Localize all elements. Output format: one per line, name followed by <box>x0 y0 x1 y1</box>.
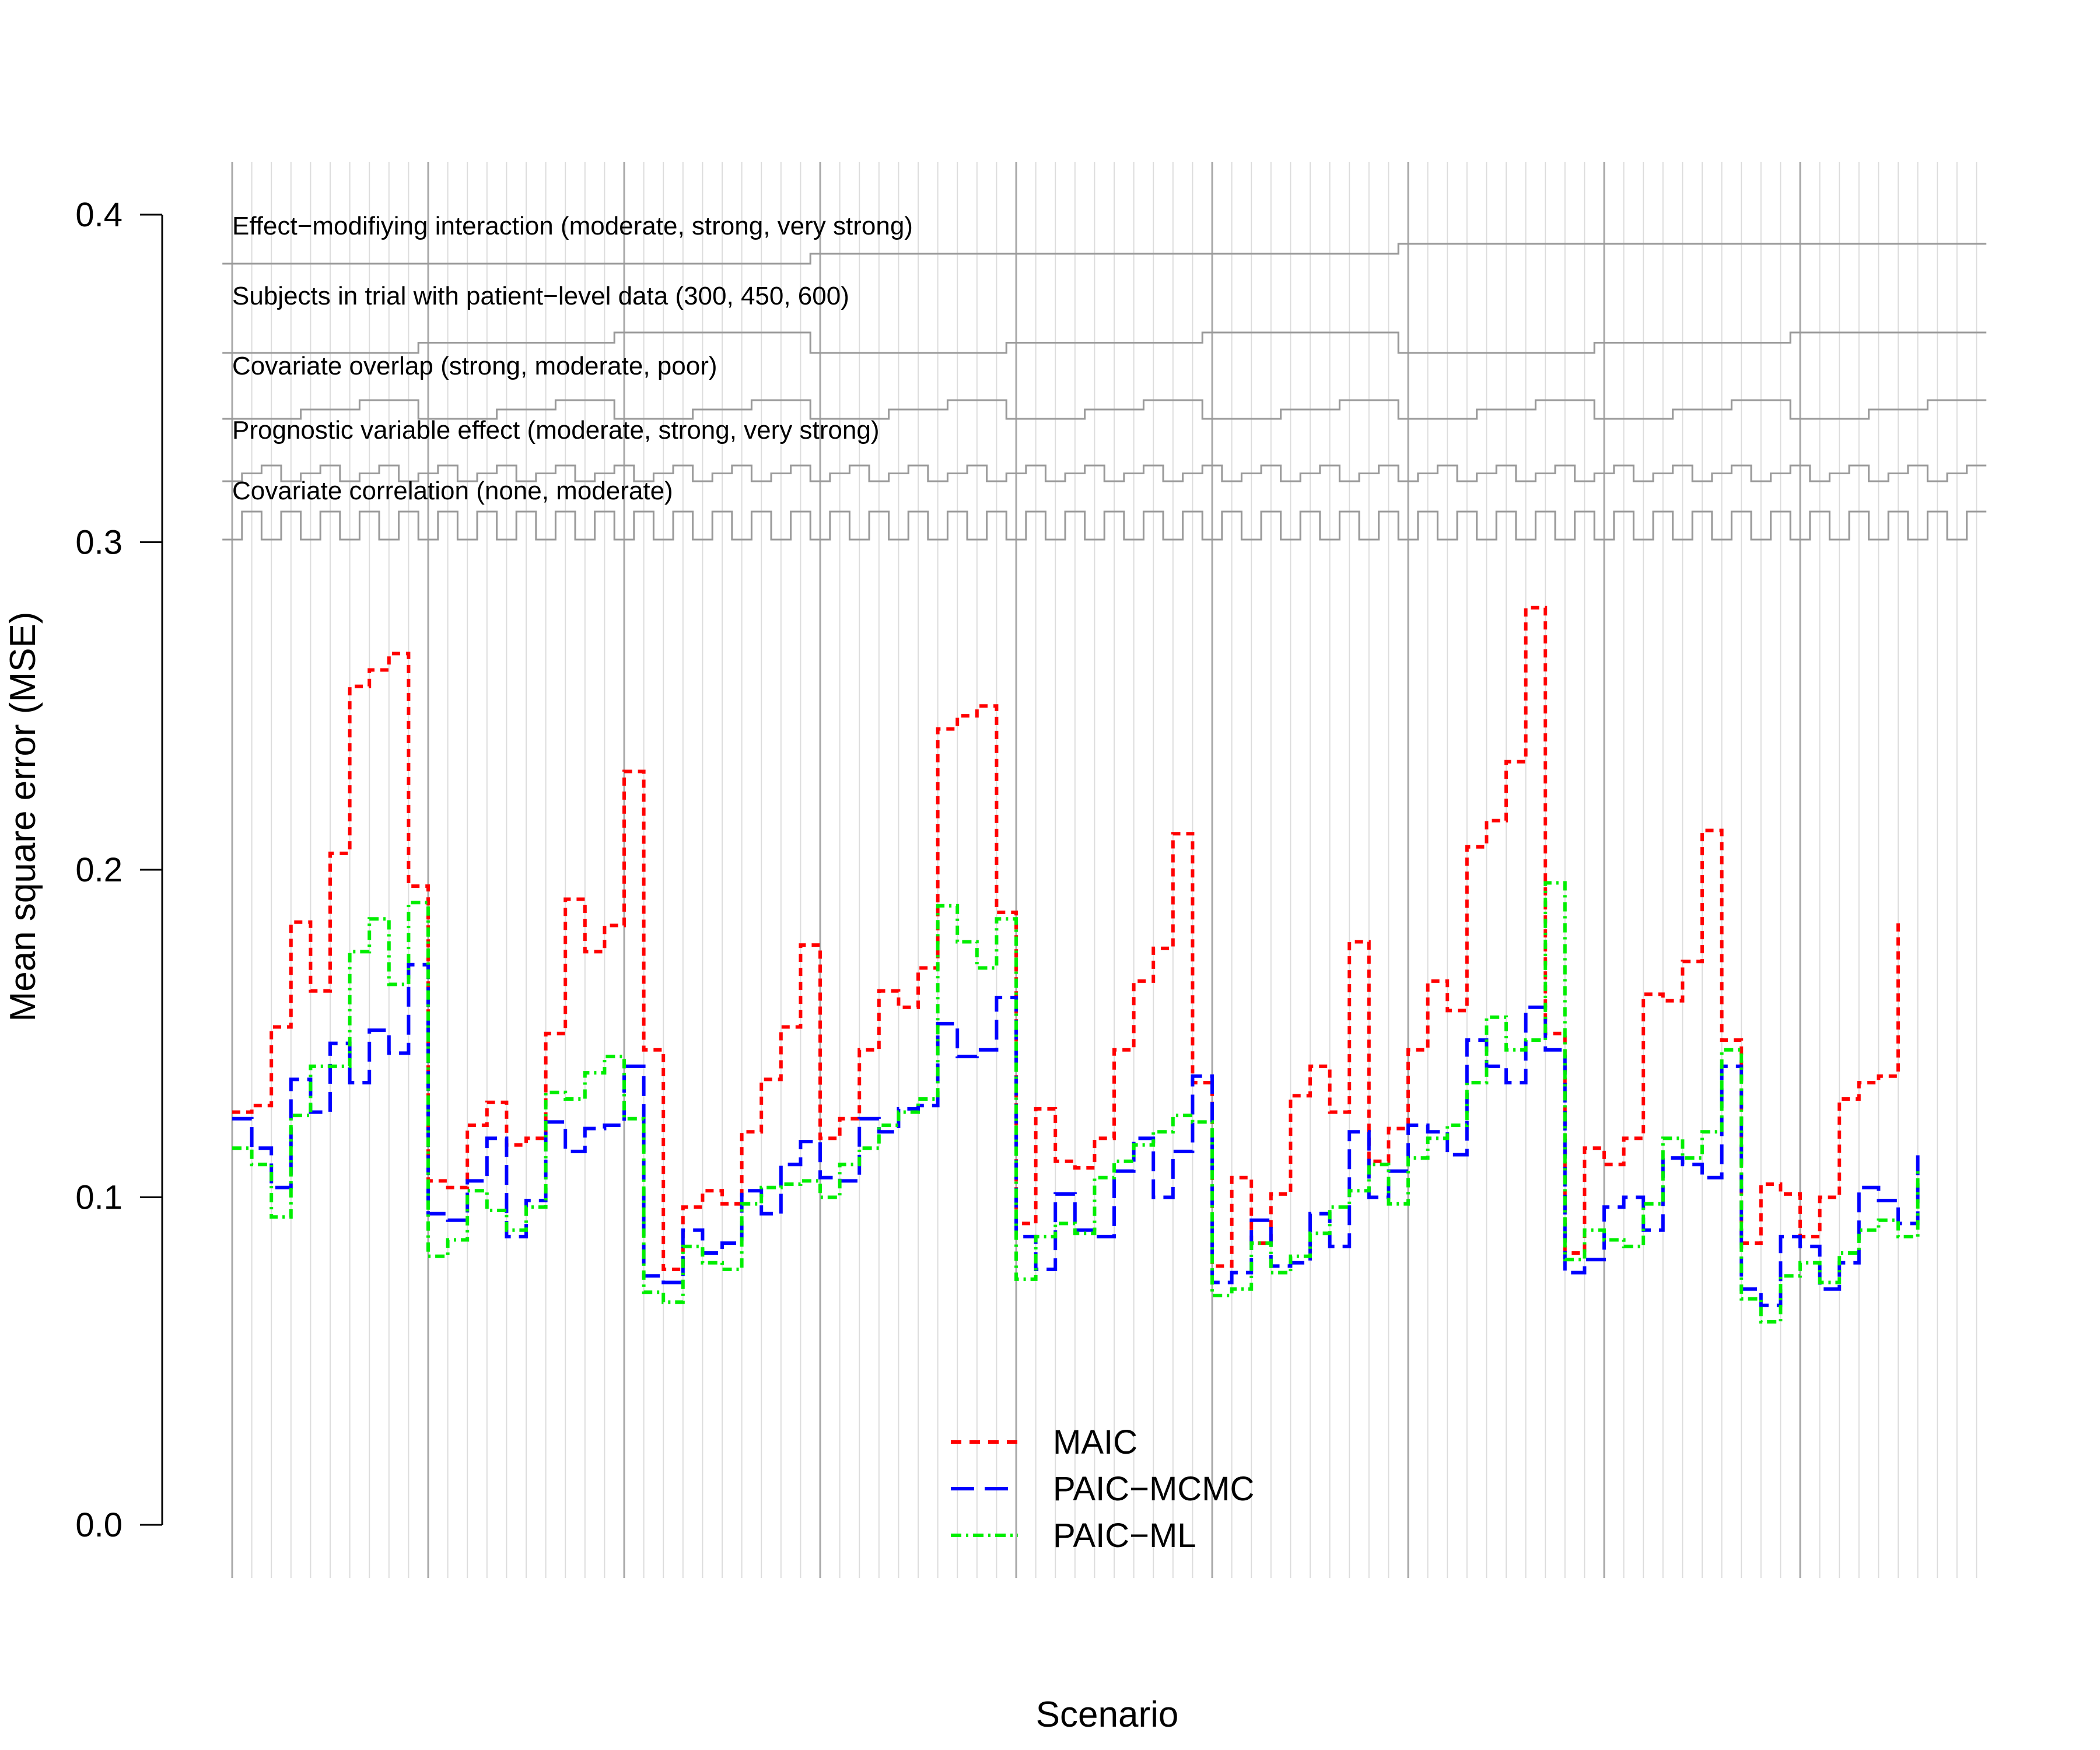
factor-label-subjects: Subjects in trial with patient−level dat… <box>232 282 849 310</box>
factor-steps-effect-modifier <box>222 243 1987 265</box>
factor-steps-covariate-overlap <box>222 399 1987 420</box>
factor-label-covariate-overlap: Covariate overlap (strong, moderate, poo… <box>232 352 718 380</box>
scenario-gridlines <box>231 162 1978 1578</box>
x-axis-title: Scenario <box>1036 1695 1179 1735</box>
y-axis: 0.0 0.1 0.2 0.3 0.4 <box>75 196 163 1544</box>
factor-steps-covariate-correlation <box>222 510 1987 541</box>
y-tick-label: 0.0 <box>75 1506 123 1544</box>
factor-steps-prognostic-effect <box>222 464 1987 482</box>
legend: MAIC PAIC−MCMC PAIC−ML <box>951 1423 1254 1555</box>
y-tick-label: 0.4 <box>75 196 123 234</box>
factor-label-covariate-correlation: Covariate correlation (none, moderate) <box>232 477 673 505</box>
factor-label-effect-modifier: Effect−modifiying interaction (moderate,… <box>232 212 913 240</box>
y-tick-label: 0.3 <box>75 524 123 562</box>
legend-label-paic-mcmc: PAIC−MCMC <box>1053 1470 1254 1508</box>
legend-label-maic: MAIC <box>1053 1423 1138 1461</box>
series-line-paic-ml <box>232 881 1920 1324</box>
y-tick-label: 0.1 <box>75 1179 123 1217</box>
y-axis-title: Mean square error (MSE) <box>3 612 43 1022</box>
legend-label-paic-ml: PAIC−ML <box>1053 1517 1196 1555</box>
scenario-factor-labels: Effect−modifiying interaction (moderate,… <box>232 212 913 505</box>
series-line-maic <box>232 606 1900 1271</box>
factor-steps-subjects <box>222 331 1987 354</box>
factor-label-prognostic-effect: Prognostic variable effect (moderate, st… <box>232 416 879 444</box>
y-tick-label: 0.2 <box>75 851 123 889</box>
series-lines <box>232 606 1920 1324</box>
scenario-factor-steps <box>222 243 1987 541</box>
